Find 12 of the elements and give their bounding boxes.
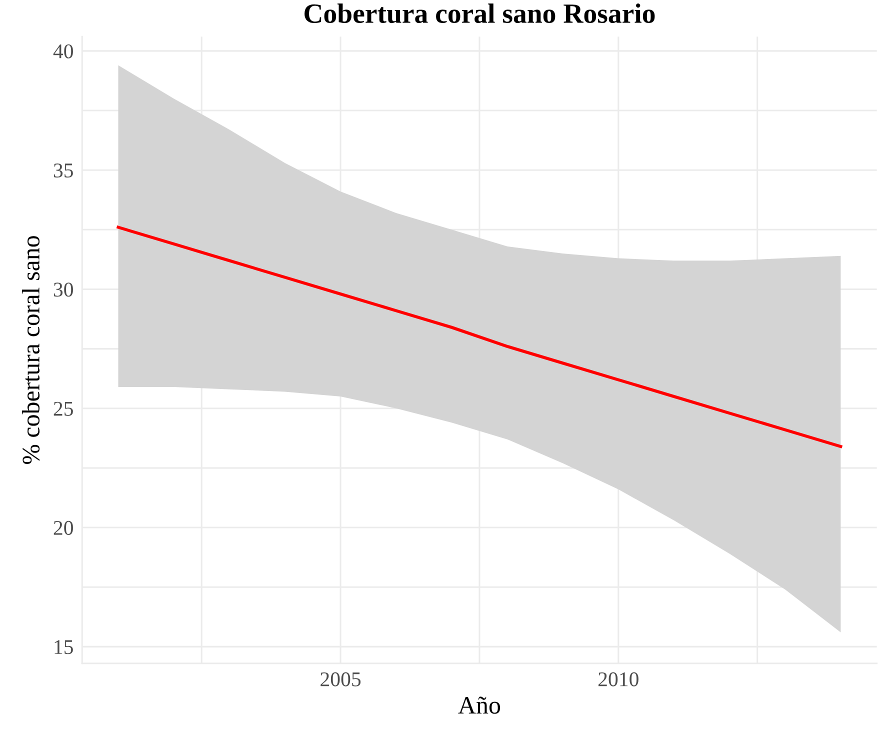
y-axis-title: % cobertura coral sano <box>22 236 40 464</box>
chart-title: Cobertura coral sano Rosario <box>304 3 655 24</box>
y-tick-label: 40 <box>53 44 73 58</box>
x-axis-title: Año <box>458 696 500 714</box>
x-tick-label: 2010 <box>598 672 638 686</box>
y-tick-label: 20 <box>54 520 73 535</box>
y-tick-label: 35 <box>54 164 73 178</box>
line-series <box>116 226 842 448</box>
y-tick-label: 25 <box>54 402 73 416</box>
x-tick-label: 2005 <box>320 672 361 686</box>
y-tick-label: 15 <box>54 640 73 654</box>
y-tick-label: 30 <box>54 282 73 297</box>
